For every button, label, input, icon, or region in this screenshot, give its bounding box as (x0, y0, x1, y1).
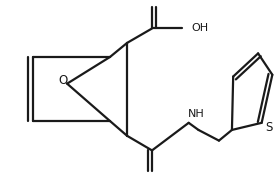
Text: NH: NH (188, 109, 205, 119)
Text: S: S (265, 121, 272, 134)
Text: O: O (59, 74, 68, 88)
Text: OH: OH (191, 23, 209, 33)
